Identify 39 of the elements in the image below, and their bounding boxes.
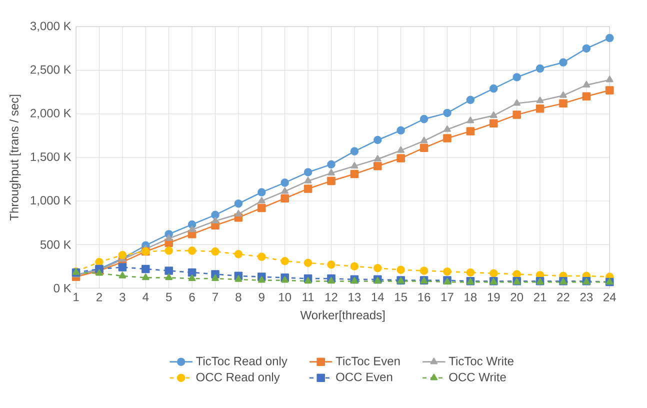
x-tick-label: 16 xyxy=(418,292,430,302)
x-tick-label: 8 xyxy=(236,292,242,302)
x-tick-label: 15 xyxy=(395,292,408,302)
x-tick-label: 17 xyxy=(441,292,454,302)
legend-label: OCC Write xyxy=(449,372,506,382)
y-tick-label: 1,500 K xyxy=(30,152,72,162)
x-tick-label: 19 xyxy=(488,292,500,302)
legend-label: TicToc Read only xyxy=(196,356,288,368)
x-tick-label: 6 xyxy=(189,292,195,302)
x-tick-label: 3 xyxy=(120,292,126,302)
y-tick-label: 500 K xyxy=(40,240,72,249)
x-tick-label: 2 xyxy=(96,292,102,302)
x-tick-label: 22 xyxy=(557,292,570,302)
legend-label: TicToc Even xyxy=(336,356,400,366)
x-tick-label: 9 xyxy=(258,292,264,302)
x-tick-label: 21 xyxy=(534,292,546,302)
x-tick-label: 14 xyxy=(372,292,384,302)
x-tick-label: 12 xyxy=(325,292,338,302)
x-axis-title: Worker[threads] xyxy=(300,310,385,322)
y-tick-label: 1,000 K xyxy=(30,196,72,206)
x-tick-label: 1 xyxy=(74,292,79,302)
x-tick-label: 13 xyxy=(348,292,361,302)
x-tick-label: 18 xyxy=(464,292,477,302)
y-axis-title: Throughput [trans / sec] xyxy=(10,94,21,220)
x-tick-label: 7 xyxy=(212,292,218,302)
legend-label: TicToc Write xyxy=(448,356,514,366)
y-tick-label: 2,500 K xyxy=(30,65,72,76)
legend-label: OCC Even xyxy=(336,372,392,382)
x-tick-label: 11 xyxy=(302,292,314,302)
x-tick-label: 23 xyxy=(580,292,593,302)
x-tick-label: 24 xyxy=(604,292,616,302)
y-tick-label: 2,000 K xyxy=(30,108,72,119)
y-tick-label: 0 K xyxy=(54,284,72,292)
legend-label: OCC Read only xyxy=(196,372,280,384)
y-tick-label: 3,000 K xyxy=(30,22,72,32)
x-tick-label: 10 xyxy=(279,292,292,302)
x-tick-label: 5 xyxy=(166,292,172,302)
x-tick-label: 4 xyxy=(142,292,149,302)
x-tick-label: 20 xyxy=(510,292,524,302)
